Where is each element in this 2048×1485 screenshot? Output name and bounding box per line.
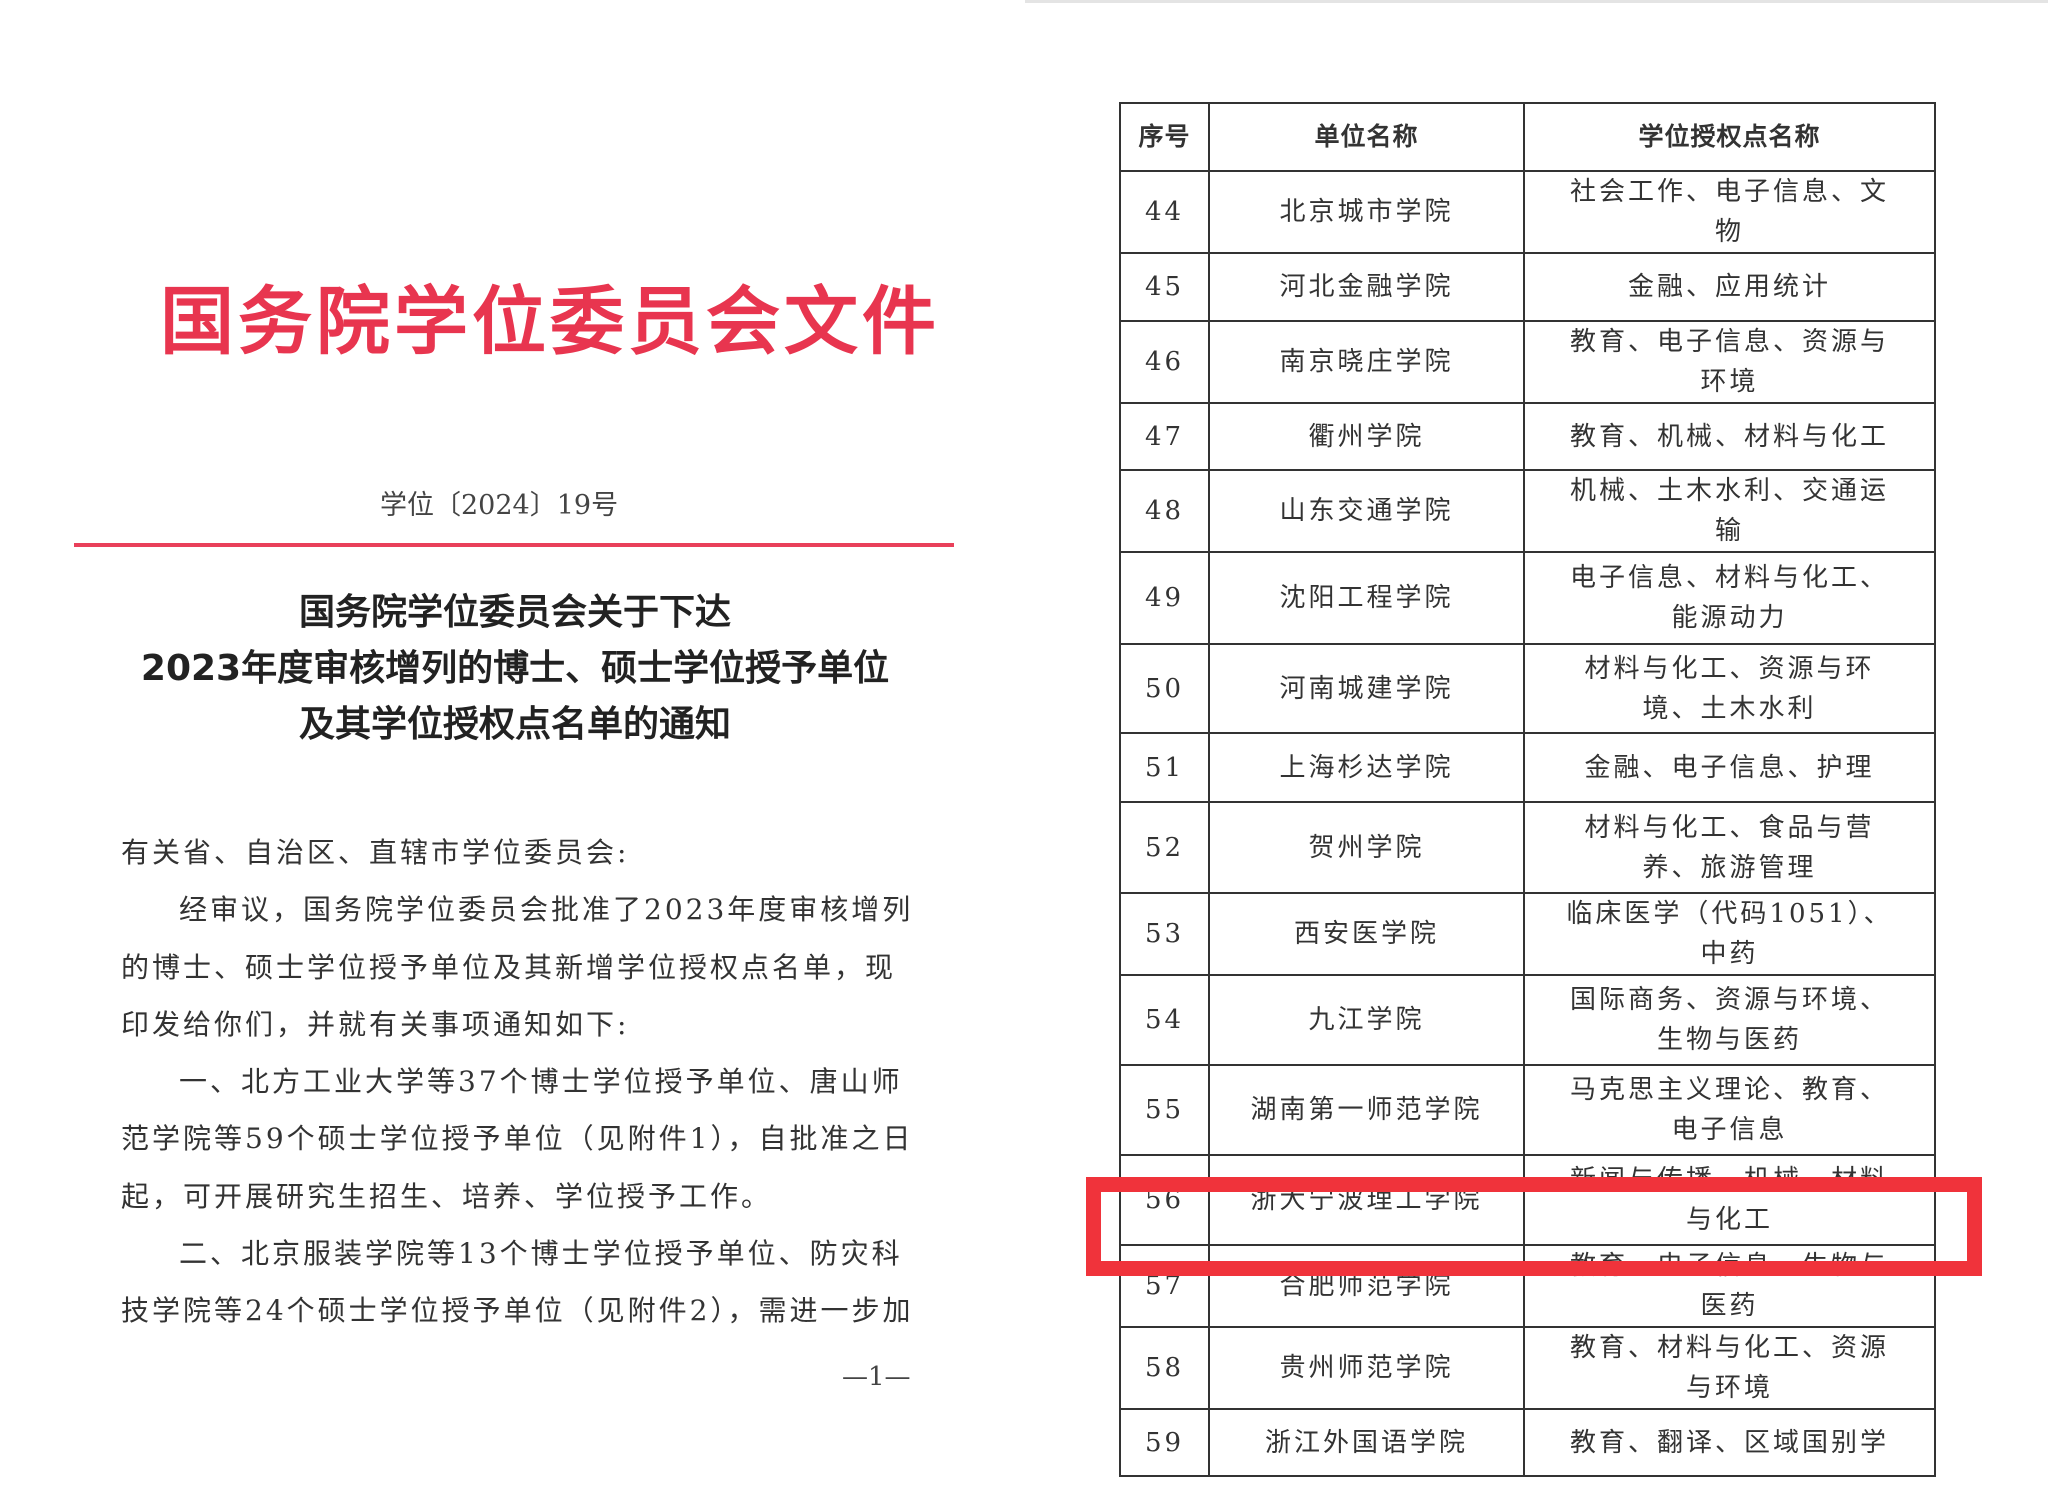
unit-name: 河北金融学院 [1208, 252, 1525, 322]
notice-body: 有关省、自治区、直辖市学位委员会: 经审议，国务院学位委员会批准了2023年度审… [121, 824, 926, 1340]
authorization-points: 材料与化工、资源与环境、土木水利 [1523, 643, 1936, 734]
unit-name: 合肥师范学院 [1208, 1244, 1525, 1328]
unit-name: 上海杉达学院 [1208, 732, 1525, 803]
document-header-title: 国务院学位委员会文件 [160, 279, 940, 365]
authorization-points: 国际商务、资源与环境、生物与医药 [1523, 974, 1936, 1066]
table-row: 55 湖南第一师范学院 马克思主义理论、教育、电子信息 [1119, 1064, 1936, 1156]
row-number: 56 [1119, 1154, 1210, 1246]
authorization-points: 电子信息、材料与化工、能源动力 [1523, 551, 1936, 645]
authorization-points: 金融、应用统计 [1523, 252, 1936, 322]
authorization-points: 教育、电子信息、资源与环境 [1523, 320, 1936, 404]
unit-name: 西安医学院 [1208, 892, 1525, 976]
notice-heading: 国务院学位委员会关于下达 2023年度审核增列的博士、硕士学位授予单位 及其学位… [100, 585, 930, 753]
table-row: 45 河北金融学院 金融、应用统计 [1119, 252, 1936, 322]
paragraph: 一、北方工业大学等37个博士学位授予单位、唐山师范学院等59个硕士学位授予单位（… [121, 1065, 914, 1213]
red-divider [74, 543, 954, 547]
page-number: —1— [842, 1362, 911, 1392]
row-number: 48 [1119, 469, 1210, 553]
authorization-points: 材料与化工、食品与营养、旅游管理 [1523, 801, 1936, 894]
row-number: 58 [1119, 1326, 1210, 1410]
authorization-points: 教育、材料与化工、资源与环境 [1523, 1326, 1936, 1410]
row-number: 47 [1119, 402, 1210, 471]
unit-name: 贵州师范学院 [1208, 1326, 1525, 1410]
authorization-points: 临床医学（代码1051）、中药 [1523, 892, 1936, 976]
heading-line: 2023年度审核增列的博士、硕士学位授予单位 [140, 648, 890, 689]
unit-name: 贺州学院 [1208, 801, 1525, 894]
table-header-row: 序号 单位名称 学位授权点名称 [1119, 102, 1936, 172]
authorization-points: 机械、土木水利、交通运输 [1523, 469, 1936, 553]
authorization-points: 社会工作、电子信息、文物 [1523, 170, 1936, 254]
degree-authorization-table: 序号 单位名称 学位授权点名称 44 北京城市学院 社会工作、电子信息、文物 45 河北… [1119, 102, 1936, 1477]
table-row: 44 北京城市学院 社会工作、电子信息、文物 [1119, 170, 1936, 254]
unit-name: 河南城建学院 [1208, 643, 1525, 734]
header-unit: 单位名称 [1208, 102, 1525, 172]
unit-name: 九江学院 [1208, 974, 1525, 1066]
row-number: 46 [1119, 320, 1210, 404]
row-number: 45 [1119, 252, 1210, 322]
table-row: 47 衢州学院 教育、机械、材料与化工 [1119, 402, 1936, 471]
highlight-box [1086, 1177, 1982, 1276]
table-row: 58 贵州师范学院 教育、材料与化工、资源与环境 [1119, 1326, 1936, 1410]
authorization-points: 教育、电子信息、生物与医药 [1523, 1244, 1936, 1328]
document-number: 学位〔2024〕19号 [380, 490, 619, 521]
table-row: 52 贺州学院 材料与化工、食品与营养、旅游管理 [1119, 801, 1936, 894]
unit-name: 山东交通学院 [1208, 469, 1525, 553]
header-points: 学位授权点名称 [1523, 102, 1936, 172]
unit-name: 浙江外国语学院 [1208, 1408, 1525, 1477]
row-number: 57 [1119, 1244, 1210, 1328]
table-row: 54 九江学院 国际商务、资源与环境、生物与医药 [1119, 974, 1936, 1066]
row-number: 44 [1119, 170, 1210, 254]
heading-line: 国务院学位委员会关于下达 [298, 592, 731, 633]
row-number: 51 [1119, 732, 1210, 803]
unit-name: 南京晓庄学院 [1208, 320, 1525, 404]
row-number: 50 [1119, 643, 1210, 734]
authorization-points: 金融、电子信息、护理 [1523, 732, 1936, 803]
authorization-points: 马克思主义理论、教育、电子信息 [1523, 1064, 1936, 1156]
unit-name: 湖南第一师范学院 [1208, 1064, 1525, 1156]
unit-name: 衢州学院 [1208, 402, 1525, 471]
page-edge [1025, 0, 2048, 3]
table-row: 46 南京晓庄学院 教育、电子信息、资源与环境 [1119, 320, 1936, 404]
heading-line: 及其学位授权点名单的通知 [298, 704, 731, 745]
header-no: 序号 [1119, 102, 1210, 172]
table-row: 50 河南城建学院 材料与化工、资源与环境、土木水利 [1119, 643, 1936, 734]
table-row: 57 合肥师范学院 教育、电子信息、生物与医药 [1119, 1244, 1936, 1328]
authorization-points: 新闻与传播、机械、材料与化工 [1523, 1154, 1936, 1246]
row-number: 52 [1119, 801, 1210, 894]
authorization-points: 教育、机械、材料与化工 [1523, 402, 1936, 471]
unit-name: 北京城市学院 [1208, 170, 1525, 254]
paragraph: 经审议，国务院学位委员会批准了2023年度审核增列的博士、硕士学位授予单位及其新… [121, 893, 914, 1041]
row-number: 49 [1119, 551, 1210, 645]
table-row: 51 上海杉达学院 金融、电子信息、护理 [1119, 732, 1936, 803]
row-number: 59 [1119, 1408, 1210, 1477]
table-row: 49 沈阳工程学院 电子信息、材料与化工、能源动力 [1119, 551, 1936, 645]
table-row: 59 浙江外国语学院 教育、翻译、区域国别学 [1119, 1408, 1936, 1477]
table-row: 53 西安医学院 临床医学（代码1051）、中药 [1119, 892, 1936, 976]
unit-name: 沈阳工程学院 [1208, 551, 1525, 645]
paragraph: 二、北京服装学院等13个博士学位授予单位、防灾科技学院等24个硕士学位授予单位（… [121, 1237, 914, 1328]
row-number: 54 [1119, 974, 1210, 1066]
table-row: 56 浙大宁波理工学院 新闻与传播、机械、材料与化工 [1119, 1154, 1936, 1246]
row-number: 53 [1119, 892, 1210, 976]
table-row: 48 山东交通学院 机械、土木水利、交通运输 [1119, 469, 1936, 553]
row-number: 55 [1119, 1064, 1210, 1156]
authorization-points: 教育、翻译、区域国别学 [1523, 1408, 1936, 1477]
salutation: 有关省、自治区、直辖市学位委员会: [121, 836, 630, 869]
